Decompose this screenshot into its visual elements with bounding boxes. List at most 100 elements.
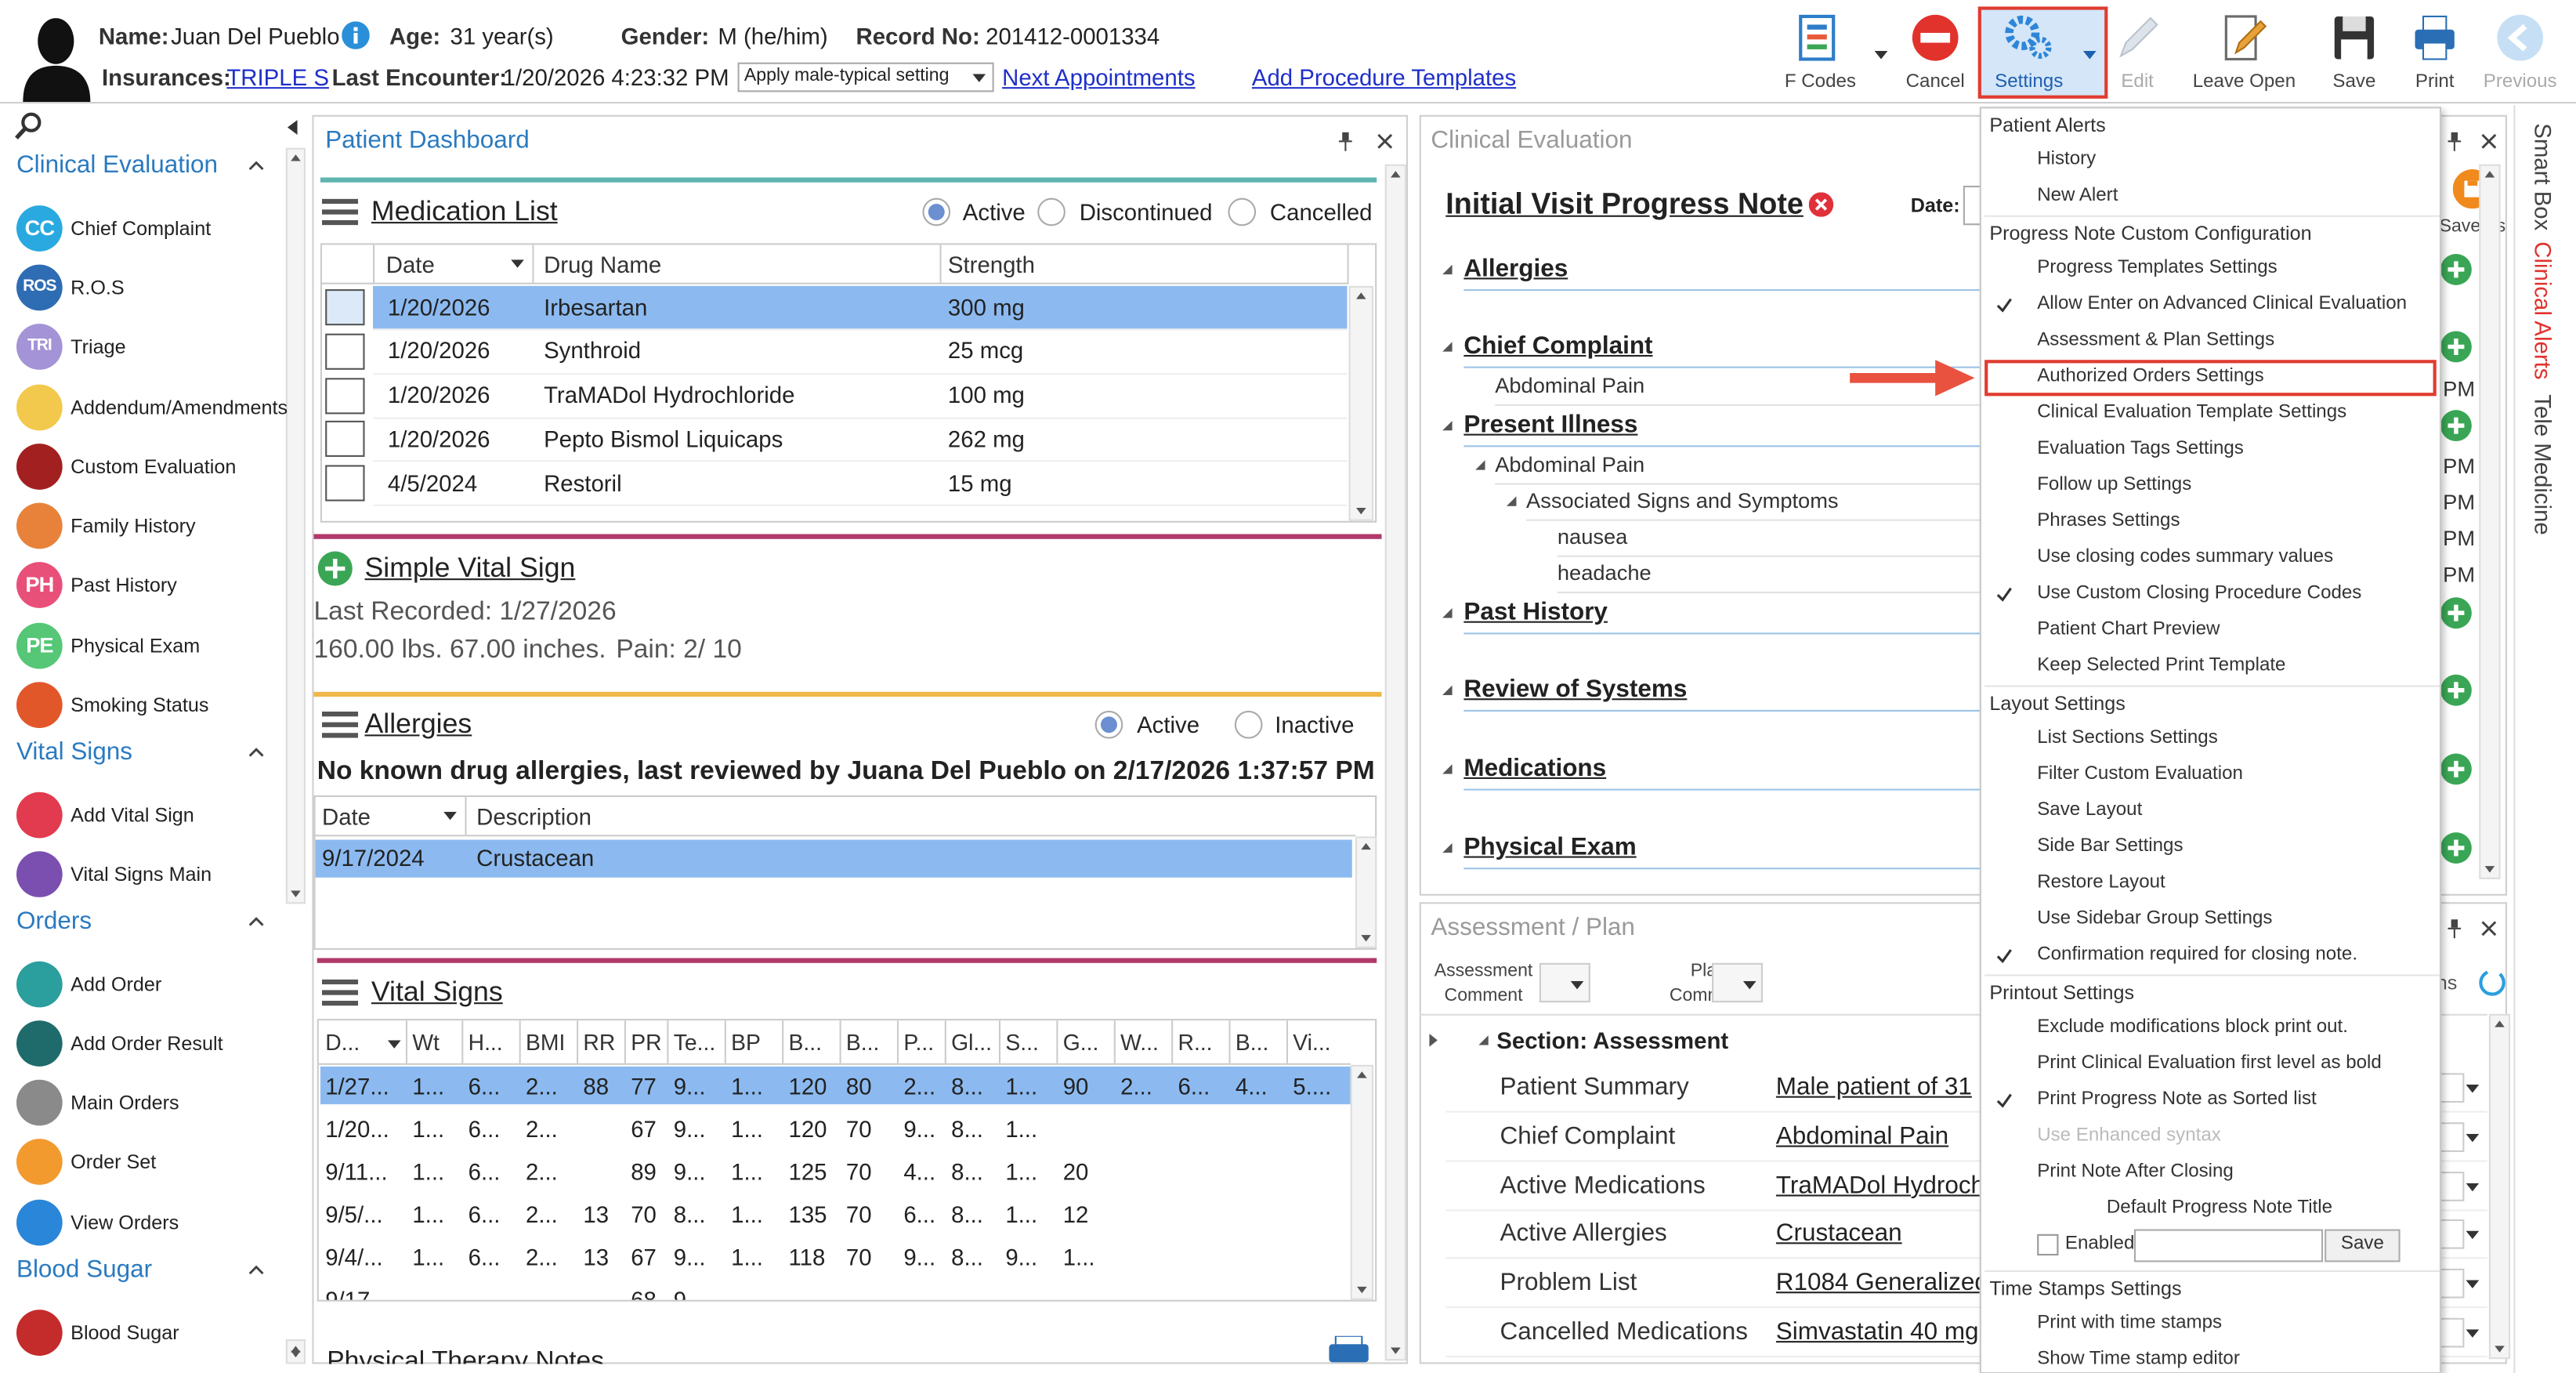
scroll-up[interactable]: [1349, 288, 1373, 304]
table-cell[interactable]: 1...: [731, 1157, 763, 1185]
menu-item[interactable]: Authorized Orders Settings: [2037, 366, 2264, 386]
table-cell[interactable]: 1...: [1005, 1114, 1038, 1142]
sidebar-icon[interactable]: [16, 1139, 63, 1185]
menu-item[interactable]: Show Time stamp editor: [2037, 1349, 2240, 1369]
table-cell[interactable]: 2...: [526, 1114, 558, 1142]
sidebar-icon[interactable]: [16, 324, 63, 370]
row-checkbox[interactable]: [325, 421, 365, 458]
add-button[interactable]: [2440, 330, 2473, 363]
column-header[interactable]: Description: [476, 802, 592, 830]
add-button[interactable]: [2440, 596, 2473, 629]
print-icon[interactable]: [1327, 1335, 1370, 1363]
search-icon[interactable]: [15, 112, 43, 140]
sidebar-item[interactable]: Chief Complaint: [71, 216, 212, 240]
tree-section[interactable]: Review of Systems: [1463, 675, 1688, 704]
expand-arrow[interactable]: [1478, 1035, 1489, 1045]
scroll-down[interactable]: [286, 1346, 306, 1362]
menu-item[interactable]: Print with time stamps: [2037, 1313, 2223, 1333]
column-header[interactable]: RR: [583, 1030, 616, 1056]
sidebar-icon[interactable]: [16, 1310, 63, 1356]
group-collapse[interactable]: [248, 1265, 265, 1276]
table-cell[interactable]: 13: [583, 1201, 610, 1227]
scroll-down[interactable]: [1351, 1282, 1373, 1299]
sidebar-item[interactable]: Blood Sugar: [71, 1320, 179, 1344]
table-cell[interactable]: 8...: [951, 1201, 983, 1227]
table-cell[interactable]: 120: [788, 1114, 827, 1142]
row-checkbox[interactable]: [325, 377, 365, 414]
radio-button[interactable]: [1037, 197, 1066, 227]
sidebar-group-title[interactable]: Orders: [16, 907, 92, 936]
sidebar-icon[interactable]: [16, 1199, 63, 1246]
close-button[interactable]: [2480, 133, 2497, 150]
scroll-down[interactable]: [1349, 503, 1373, 520]
table-cell[interactable]: 9...: [903, 1114, 936, 1142]
column-header[interactable]: Gl...: [951, 1030, 993, 1056]
sidebar-icon[interactable]: [16, 1020, 63, 1067]
list-menu-icon[interactable]: [322, 979, 359, 1006]
table-cell[interactable]: 8...: [951, 1243, 983, 1270]
pin-button[interactable]: [2448, 132, 2462, 151]
table-cell[interactable]: 9: [673, 1286, 687, 1302]
table-cell[interactable]: 100 mg: [947, 381, 1025, 408]
table-cell[interactable]: 1...: [1005, 1157, 1038, 1185]
menu-item[interactable]: Use Custom Closing Procedure Codes: [2037, 583, 2362, 603]
table-cell[interactable]: 8...: [951, 1157, 983, 1185]
menu-item[interactable]: Assessment & Plan Settings: [2037, 330, 2275, 350]
table-cell[interactable]: 2...: [526, 1243, 558, 1270]
table-cell[interactable]: 2...: [526, 1201, 558, 1227]
row-value[interactable]: Crustacean: [1775, 1219, 1902, 1248]
table-cell[interactable]: 70: [845, 1201, 872, 1227]
tree-section[interactable]: Medications: [1463, 754, 1607, 783]
side-tab[interactable]: Smart Box: [2530, 123, 2556, 231]
scroll-up[interactable]: [1351, 1067, 1373, 1083]
scroll-up[interactable]: [1355, 838, 1377, 854]
row-value[interactable]: Abdominal Pain: [1775, 1122, 1949, 1150]
add-button[interactable]: [317, 550, 353, 586]
column-header[interactable]: Wt: [412, 1030, 440, 1056]
table-cell[interactable]: 1...: [1062, 1243, 1095, 1270]
close-button[interactable]: [1377, 133, 1393, 150]
radio-label[interactable]: Discontinued: [1079, 197, 1213, 225]
side-tab[interactable]: Clinical Alerts: [2530, 241, 2556, 380]
scrollbar[interactable]: [2488, 1013, 2511, 1360]
menu-item[interactable]: Save Layout: [2037, 800, 2143, 821]
sidebar-icon[interactable]: [16, 851, 63, 897]
close-button[interactable]: [2480, 920, 2497, 936]
table-cell[interactable]: 9/17: [325, 1286, 371, 1302]
menu-button[interactable]: [2325, 1229, 2401, 1263]
sidebar-item[interactable]: Triage: [71, 335, 126, 358]
table-cell[interactable]: 1...: [412, 1243, 445, 1270]
menu-item[interactable]: Print Progress Note as Sorted list: [2037, 1089, 2317, 1110]
sidebar-item[interactable]: Vital Signs Main: [71, 862, 212, 886]
scroll-down[interactable]: [1385, 1342, 1406, 1359]
link[interactable]: Next Appointments: [1002, 63, 1196, 90]
table-cell[interactable]: 70: [845, 1157, 872, 1185]
table-cell[interactable]: 9/4/...: [325, 1243, 383, 1270]
table-cell[interactable]: 1...: [1005, 1072, 1038, 1099]
column-header[interactable]: W...: [1120, 1030, 1159, 1056]
menu-item[interactable]: Print Clinical Evaluation first level as…: [2037, 1053, 2382, 1074]
menu-item[interactable]: Follow up Settings: [2037, 475, 2192, 495]
group-collapse[interactable]: [248, 748, 265, 758]
column-header[interactable]: Vi...: [1293, 1030, 1331, 1056]
table-cell[interactable]: 1/20/2026: [387, 293, 490, 321]
table-cell[interactable]: 20: [1062, 1157, 1089, 1185]
collapse-button[interactable]: [287, 120, 299, 135]
scrollbar[interactable]: [2479, 164, 2501, 879]
toolbar-label[interactable]: F Codes: [1784, 72, 1856, 92]
table-cell[interactable]: 1...: [731, 1072, 763, 1099]
group-collapse[interactable]: [248, 161, 265, 172]
table-cell[interactable]: 6...: [468, 1114, 501, 1142]
scroll-down[interactable]: [286, 886, 306, 902]
sidebar-item[interactable]: Custom Evaluation: [71, 455, 237, 478]
menu-item[interactable]: Restore Layout: [2037, 872, 2165, 893]
table-cell[interactable]: 9...: [673, 1157, 706, 1185]
table-cell[interactable]: 1...: [1005, 1201, 1038, 1227]
sidebar-item[interactable]: Family History: [71, 513, 196, 538]
column-header[interactable]: P...: [903, 1030, 935, 1056]
table-cell[interactable]: TraMADol Hydrochloride: [544, 381, 795, 408]
scrollbar[interactable]: [285, 147, 306, 904]
table-cell[interactable]: 5....: [1293, 1072, 1332, 1099]
table-cell[interactable]: 4/5/2024: [387, 469, 478, 496]
sidebar-icon[interactable]: [16, 384, 63, 431]
